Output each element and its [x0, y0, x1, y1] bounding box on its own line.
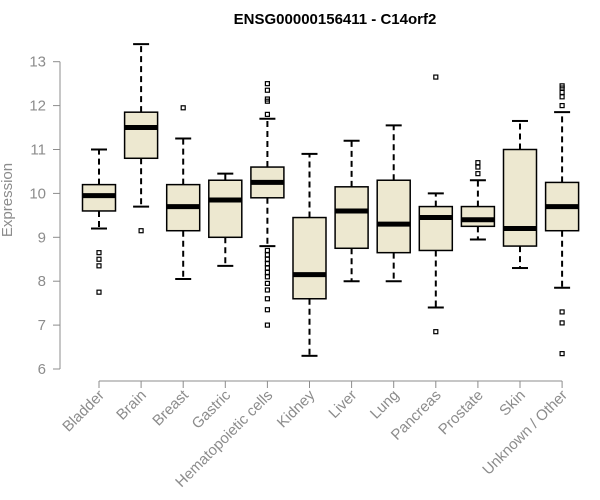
- y-axis-label: Expression: [0, 163, 16, 237]
- outlier-point: [96, 250, 102, 256]
- iqr-box: [460, 205, 496, 228]
- box-liver: [334, 139, 369, 283]
- boxplot-series: [81, 43, 580, 357]
- outlier-point: [264, 287, 270, 293]
- outlier-point: [475, 160, 481, 166]
- outlier-point: [264, 296, 270, 302]
- outlier-point: [559, 320, 565, 326]
- x-tick-label: Liver: [325, 387, 360, 422]
- iqr-box: [502, 148, 538, 247]
- outlier-point: [433, 74, 439, 80]
- y-tick-label: 9: [38, 229, 46, 246]
- iqr-box: [376, 179, 411, 254]
- iqr-box: [334, 186, 369, 250]
- y-tick-label: 12: [29, 98, 46, 115]
- outlier-point: [138, 228, 144, 234]
- outlier-point: [475, 164, 481, 170]
- outlier-point: [264, 269, 270, 276]
- outlier-point: [96, 263, 102, 269]
- x-tick-label: Kidney: [274, 386, 319, 431]
- outlier-point: [264, 274, 270, 280]
- outlier-point: [264, 265, 270, 271]
- y-tick-label: 8: [38, 273, 46, 290]
- x-tick-label: Lung: [367, 387, 403, 423]
- outlier-point: [264, 87, 270, 93]
- outlier-point: [180, 105, 186, 111]
- outlier-point: [96, 289, 102, 295]
- iqr-box: [418, 205, 454, 252]
- iqr-box: [208, 179, 243, 239]
- outlier-point: [559, 309, 565, 315]
- box-pancreas: [418, 74, 454, 335]
- y-tick-label: 11: [30, 142, 46, 159]
- y-axis: 6 7 8 9 10 11 12 13: [29, 54, 61, 378]
- box-prostate: [460, 160, 496, 241]
- outlier-point: [264, 111, 270, 117]
- outlier-point: [475, 171, 481, 177]
- outlier-point: [264, 256, 270, 262]
- x-tick-label: Brain: [113, 387, 150, 424]
- x-tick-label: Skin: [496, 387, 529, 420]
- chart-title: ENSG00000156411 - C14orf2: [234, 11, 437, 28]
- x-tick-label: Bladder: [59, 387, 108, 436]
- y-tick-label: 13: [29, 54, 46, 71]
- box-lung: [376, 124, 411, 283]
- outlier-point: [264, 81, 270, 87]
- box-gastric: [208, 172, 243, 267]
- box-bladder: [81, 148, 117, 295]
- outlier-point: [264, 247, 270, 254]
- box-skin: [502, 119, 538, 270]
- outlier-point: [559, 83, 565, 89]
- outlier-point: [559, 89, 565, 96]
- box-brain: [123, 43, 159, 234]
- y-tick-label: 7: [38, 317, 46, 334]
- iqr-box: [123, 111, 159, 160]
- box-kidney: [292, 152, 327, 357]
- outlier-point: [96, 256, 102, 262]
- x-tick-label: Prostate: [435, 387, 487, 439]
- outlier-point: [559, 94, 565, 100]
- y-tick-label: 6: [38, 361, 46, 378]
- outlier-point: [264, 280, 270, 286]
- outlier-point: [433, 329, 439, 335]
- outlier-point: [264, 307, 270, 313]
- box-hematopoietic-cells: [250, 81, 285, 328]
- x-tick-label: Breast: [149, 386, 192, 429]
- box-unknown-other: [544, 83, 580, 357]
- iqr-box: [292, 216, 327, 300]
- box-breast: [165, 105, 201, 281]
- outlier-point: [559, 102, 565, 109]
- outlier-point: [264, 252, 270, 258]
- y-tick-label: 10: [29, 185, 46, 202]
- outlier-point: [264, 261, 270, 267]
- outlier-point: [264, 322, 270, 328]
- outlier-point: [264, 96, 270, 102]
- outlier-point: [559, 351, 565, 357]
